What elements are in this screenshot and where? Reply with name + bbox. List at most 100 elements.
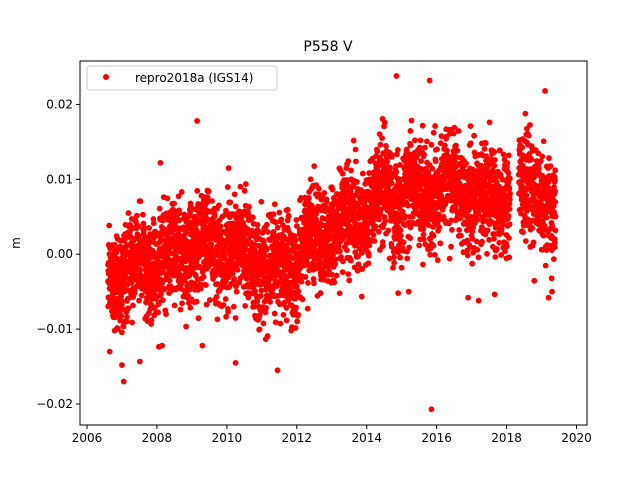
data-point (405, 202, 411, 209)
data-point (182, 230, 189, 237)
x-tick-label: 2018 (491, 431, 522, 445)
data-point (542, 262, 549, 269)
data-point (372, 223, 379, 230)
data-point (506, 186, 513, 193)
data-point (350, 197, 357, 203)
data-point (120, 323, 127, 330)
data-point (520, 222, 527, 229)
data-point (397, 232, 404, 239)
data-point (292, 237, 299, 244)
data-point (106, 348, 113, 355)
data-point (468, 182, 475, 188)
data-point (355, 253, 361, 260)
data-point (295, 288, 302, 295)
data-point (254, 221, 261, 228)
data-point (529, 224, 536, 231)
data-point (242, 247, 249, 254)
data-point (236, 279, 243, 286)
data-point (506, 196, 513, 203)
data-point (496, 239, 503, 246)
y-tick-label: 0.00 (46, 247, 73, 261)
data-point (471, 132, 477, 139)
data-point (246, 203, 252, 210)
data-point (365, 260, 372, 267)
data-point (359, 266, 366, 272)
data-point (304, 305, 311, 312)
data-point (177, 306, 184, 313)
data-point (345, 271, 352, 278)
data-point (278, 216, 285, 223)
data-point (398, 264, 405, 271)
data-point (448, 243, 454, 250)
data-point (176, 217, 183, 224)
data-point (475, 297, 482, 304)
data-point (394, 147, 401, 153)
data-point (163, 311, 169, 318)
data-point (217, 223, 224, 230)
data-point (273, 219, 279, 226)
data-point (387, 164, 394, 171)
data-point (257, 293, 264, 299)
data-point (250, 214, 256, 221)
data-point (264, 229, 271, 235)
data-point (125, 210, 132, 216)
data-point (237, 183, 244, 190)
data-point (425, 222, 432, 229)
data-point (411, 137, 418, 144)
data-point (469, 260, 476, 267)
data-point (498, 229, 505, 236)
data-point (484, 250, 490, 257)
data-point (280, 311, 287, 318)
data-point (484, 227, 491, 234)
data-point (500, 151, 507, 158)
data-point (204, 199, 211, 205)
data-point (474, 246, 481, 253)
data-point (388, 180, 395, 187)
data-point (505, 169, 512, 176)
x-tick-label: 2014 (351, 431, 382, 445)
data-point (333, 272, 340, 279)
data-point (231, 276, 238, 282)
data-point (428, 141, 435, 148)
data-point (157, 159, 164, 166)
data-point (205, 188, 212, 195)
data-point (209, 198, 215, 204)
data-point (380, 243, 386, 250)
data-point (453, 163, 460, 170)
data-point (264, 333, 271, 339)
data-point (224, 184, 231, 190)
data-point (200, 273, 207, 280)
data-point (407, 127, 414, 134)
data-point (293, 217, 300, 223)
data-point (540, 232, 547, 239)
data-point (552, 188, 558, 195)
data-point (343, 247, 350, 254)
data-point (537, 158, 544, 165)
data-point (366, 170, 373, 176)
data-point (118, 312, 125, 319)
data-point (256, 312, 263, 318)
data-point (481, 146, 488, 152)
data-point (143, 299, 149, 306)
data-point (469, 235, 476, 242)
data-point (232, 359, 239, 366)
data-point (389, 153, 395, 160)
data-point (550, 256, 557, 263)
data-point (277, 320, 284, 327)
data-point (335, 243, 342, 249)
data-point (458, 232, 464, 239)
data-point (225, 273, 232, 280)
data-point (136, 297, 142, 304)
data-point (394, 151, 400, 158)
data-point (197, 281, 204, 288)
data-point (370, 232, 377, 238)
data-point (125, 295, 131, 302)
data-point (171, 200, 177, 207)
data-point (543, 247, 550, 253)
data-point (549, 288, 555, 295)
data-point (208, 241, 215, 248)
data-point (386, 255, 393, 262)
chart-title: P558 V (303, 39, 353, 55)
legend-label: repro2018a (IGS14) (135, 71, 253, 85)
data-point (316, 191, 323, 198)
